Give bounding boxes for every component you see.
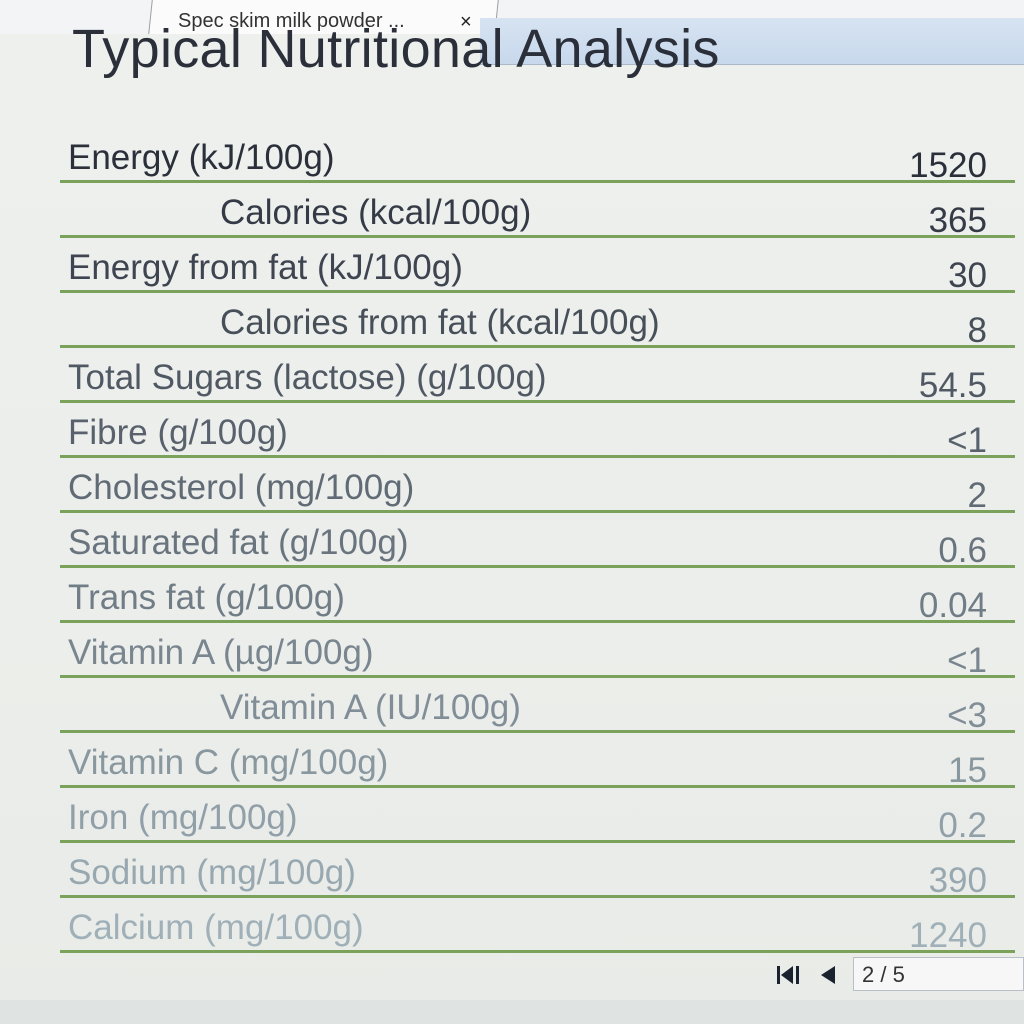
table-row: Sodium (mg/100g) 390 — [60, 843, 1015, 900]
row-label: Energy from fat (kJ/100g) — [68, 248, 463, 287]
row-value: 365 — [928, 201, 987, 240]
row-value: <3 — [947, 696, 987, 735]
row-value: 15 — [948, 751, 987, 790]
row-value: <1 — [947, 641, 987, 680]
row-value: 390 — [928, 861, 987, 900]
row-label: Iron (mg/100g) — [68, 798, 298, 837]
first-page-icon[interactable] — [775, 963, 805, 992]
row-value: 8 — [967, 311, 987, 350]
row-label: Vitamin A (IU/100g) — [220, 688, 521, 727]
table-row: Vitamin A (IU/100g) <3 — [60, 678, 1015, 735]
row-label: Trans fat (g/100g) — [68, 578, 345, 617]
table-row: Calories from fat (kcal/100g) 8 — [60, 293, 1015, 350]
table-row: Trans fat (g/100g) 0.04 — [60, 568, 1015, 625]
row-value: 0.2 — [938, 806, 987, 845]
row-value: 0.04 — [918, 586, 987, 625]
table-row: Saturated fat (g/100g) 0.6 — [60, 513, 1015, 570]
page-navigation: 2 / 5 — [775, 955, 1024, 999]
table-row: Calories (kcal/100g) 365 — [60, 183, 1015, 240]
table-row: Cholesterol (mg/100g) 2 — [60, 458, 1015, 515]
row-label: Saturated fat (g/100g) — [68, 523, 409, 562]
row-label: Sodium (mg/100g) — [68, 853, 356, 892]
table-row: Energy from fat (kJ/100g) 30 — [60, 238, 1015, 295]
row-label: Vitamin A (µg/100g) — [68, 633, 374, 672]
table-row: Calcium (mg/100g) 1240 — [60, 898, 1015, 955]
table-row: Vitamin C (mg/100g) 15 — [60, 733, 1015, 790]
close-icon[interactable]: × — [460, 11, 472, 33]
table-row: Total Sugars (lactose) (g/100g) 54.5 — [60, 348, 1015, 405]
row-value: 54.5 — [918, 366, 987, 405]
row-label: Calcium (mg/100g) — [68, 908, 364, 947]
row-value: 1240 — [909, 916, 987, 955]
row-value: 2 — [967, 476, 987, 515]
row-label: Calories from fat (kcal/100g) — [220, 303, 660, 342]
row-value: 30 — [948, 256, 987, 295]
tab-title[interactable]: Spec skim milk powder ... — [178, 10, 405, 32]
status-bar — [0, 1000, 1024, 1024]
row-label: Fibre (g/100g) — [68, 413, 288, 452]
table-row: Vitamin A (µg/100g) <1 — [60, 623, 1015, 680]
row-label: Vitamin C (mg/100g) — [68, 743, 389, 782]
table-row: Energy (kJ/100g) 1520 — [60, 128, 1015, 185]
row-label: Energy (kJ/100g) — [68, 138, 335, 177]
row-value: <1 — [947, 421, 987, 460]
viewer-toolbar — [480, 18, 1024, 65]
table-row: Fibre (g/100g) <1 — [60, 403, 1015, 460]
row-label: Total Sugars (lactose) (g/100g) — [68, 358, 547, 397]
nutrition-table: Energy (kJ/100g) 1520 Calories (kcal/100… — [60, 128, 1015, 955]
row-value: 1520 — [909, 146, 987, 185]
table-row: Iron (mg/100g) 0.2 — [60, 788, 1015, 845]
row-value: 0.6 — [938, 531, 987, 570]
page-number-field[interactable]: 2 / 5 — [853, 957, 1024, 991]
previous-page-icon[interactable] — [817, 963, 839, 992]
page-title: Typical Nutritional Analysis — [72, 19, 720, 79]
row-label: Calories (kcal/100g) — [220, 193, 532, 232]
row-label: Cholesterol (mg/100g) — [68, 468, 415, 507]
